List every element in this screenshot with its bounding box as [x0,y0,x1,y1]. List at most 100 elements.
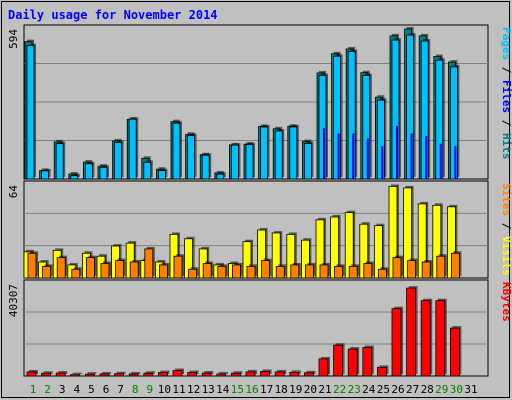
x-tick-label: 28 [421,383,434,396]
sites-bar [115,260,124,279]
kbytes-bar [114,373,124,377]
sites-bar [275,265,285,279]
sites-bar [334,265,344,279]
files-bar [289,126,298,180]
x-tick-label: 29 [435,383,448,396]
sites-bar [217,265,227,279]
kbytes-bar-shadow [218,371,228,374]
kbytes-bar [420,300,431,377]
pages-bar [425,136,428,179]
kbytes-bar [157,372,168,377]
kbytes-bar [55,372,66,377]
sites-bar [392,257,402,279]
x-tick-label: 2 [44,383,51,396]
kbytes-bars [26,286,462,377]
sites-bar [304,264,314,279]
pages-bar [439,143,442,179]
x-tick-label: 21 [318,383,331,396]
chart-title: Daily usage for November 2014 [8,8,218,22]
kbytes-bar [274,371,285,377]
sites-bar [42,265,51,279]
files-bar [274,130,283,180]
files-bar [230,144,239,180]
files-bar [318,75,327,180]
kbytes-bar-shadow [87,372,97,374]
kbytes-side-label-part: KBytes [500,282,512,322]
sites-bar [144,248,154,279]
files-bar [157,170,166,180]
sites-bar [86,257,95,279]
sites-bar [71,268,81,279]
pages-bar [381,146,384,179]
x-tick-label: 5 [88,383,95,396]
visits-side-label-part: / [500,216,512,236]
files-bar [143,161,152,180]
x-tick-label: 24 [362,383,376,396]
sites-bar [377,268,387,279]
kbytes-bar [70,374,81,377]
sites-bar [290,264,300,279]
kbytes-bar [406,287,417,377]
x-tick-label: 22 [333,383,346,396]
visits-panel: 64 Sites / Visits [7,180,512,279]
kbytes-bar [333,344,344,377]
kbytes-bar [260,371,271,377]
visits-ymax-label: 64 [7,185,20,199]
kbytes-bar [347,348,358,377]
kbytes-side-label: KBytes [500,282,512,322]
sites-bar [407,260,417,279]
chart-panels: 594 Pages / Files / Hits 64 Sites / Visits 4… [7,24,512,377]
files-bar [70,175,79,180]
kbytes-bar [85,373,95,377]
kbytes-bar [143,372,154,377]
kbytes-bar-shadow [145,371,155,374]
kbytes-bar-shadow [306,370,316,374]
files-bar [245,144,254,180]
hits-side-label-part: / [500,113,512,133]
kbytes-bar [99,373,110,377]
x-tick-label: 19 [289,383,302,396]
kbytes-bar [128,373,139,377]
sites-bar [436,255,446,279]
files-bar [41,170,49,180]
files-bar [85,163,93,180]
pages-bar [396,125,398,179]
kbytes-bar-shadow [204,371,214,374]
x-tick-label: 15 [231,383,244,396]
kbytes-bar [435,300,446,377]
visits-side-label-part: Sites [500,183,512,216]
files-bar [201,154,210,180]
visits-side-label: Sites / Visits [500,183,512,276]
kbytes-bar [172,370,183,377]
x-tick-label: 7 [117,383,124,396]
pages-bar [352,133,355,179]
files-bar [303,142,312,180]
hits-side-label-part: / [500,60,512,80]
files-bar [333,55,342,180]
x-tick-label: 23 [348,383,361,396]
hits-bars [24,27,460,180]
x-tick-label: 14 [216,383,230,396]
kbytes-bar [303,372,314,377]
x-axis-day-labels: 1 2 3 4 5 6 7 8 9 10 11 12 13 14 15 16 17 18 19 20 21 22 23 24 2… [30,383,478,396]
sites-bar [188,268,198,279]
x-tick-label: 30 [450,383,463,396]
files-bar [99,166,108,180]
sites-bar [27,252,37,279]
hits-side-label-part: Hits [500,133,512,160]
sites-bar [246,265,256,279]
files-bar [172,122,181,180]
x-tick-label: 25 [377,383,390,396]
hits-panel: 594 Pages / Files / Hits [7,24,512,180]
sites-bar [173,255,183,279]
files-bar [420,40,429,180]
x-tick-label: 13 [202,383,215,396]
sites-bar [100,263,110,279]
x-tick-label: 9 [146,383,153,396]
files-bar [128,118,137,180]
files-bar [391,39,400,180]
kbytes-bar-shadow [58,371,68,374]
x-tick-label: 17 [260,383,273,396]
